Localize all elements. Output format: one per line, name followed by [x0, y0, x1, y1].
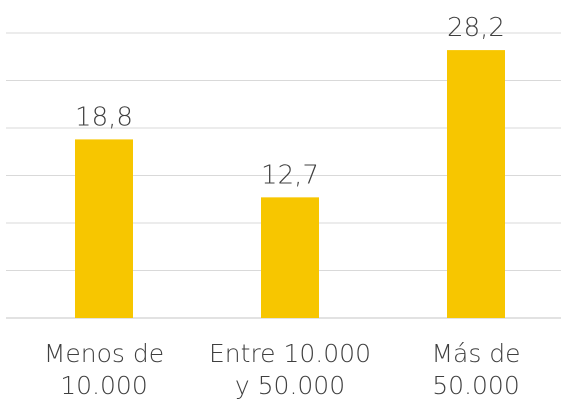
value-labels-layer: 18,8 12,7 28,2 — [75, 13, 505, 190]
category-label-1: Menos de 10.000 — [44, 339, 164, 400]
category-label-3-line-1: Más de — [431, 339, 520, 368]
bars-layer — [75, 50, 505, 318]
data-label-3: 28,2 — [447, 13, 505, 43]
bar-1 — [75, 139, 133, 318]
bar-3 — [447, 50, 505, 318]
category-label-2-line-2: y 50.000 — [235, 371, 345, 400]
category-labels-layer: Menos de 10.000 Entre 10.000 y 50.000 Más de… — [44, 339, 521, 400]
bar-2 — [261, 197, 319, 318]
category-label-2-line-1: Entre 10.000 — [209, 339, 371, 368]
category-label-1-line-2: 10.000 — [60, 371, 147, 400]
data-label-2: 12,7 — [261, 160, 319, 190]
category-label-2: Entre 10.000 y 50.000 — [209, 339, 371, 400]
category-label-3: Más de 50.000 — [431, 339, 520, 400]
category-label-1-line-1: Menos de — [44, 339, 164, 368]
category-label-3-line-2: 50.000 — [432, 371, 519, 400]
data-label-1: 18,8 — [75, 102, 133, 132]
